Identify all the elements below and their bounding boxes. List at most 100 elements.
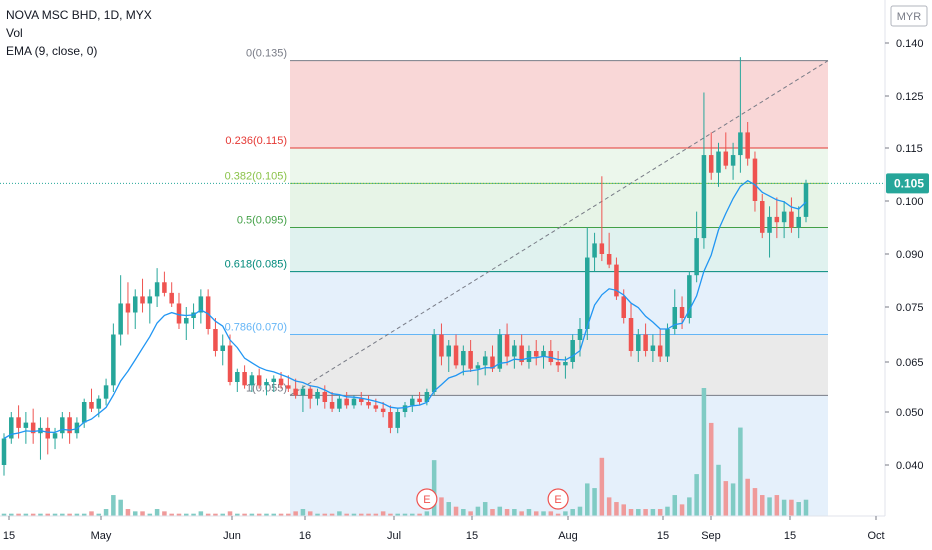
price-axis-background bbox=[885, 0, 932, 550]
candle-body bbox=[242, 372, 247, 386]
volume-bar bbox=[278, 513, 284, 516]
candle-body bbox=[424, 392, 430, 402]
volume-bar bbox=[388, 513, 393, 516]
candle-body bbox=[286, 385, 291, 389]
candle-body bbox=[344, 398, 349, 406]
volume-bar bbox=[621, 504, 626, 516]
volume-bar bbox=[723, 481, 729, 516]
x-tick-label: 15 bbox=[466, 530, 478, 542]
candle-body bbox=[96, 398, 102, 409]
volume-bar bbox=[293, 511, 298, 516]
candle-body bbox=[235, 372, 240, 382]
x-tick-label: Sep bbox=[701, 530, 721, 542]
volume-bar bbox=[796, 502, 801, 516]
y-tick-label: 0.040 bbox=[896, 460, 924, 472]
candle-body bbox=[89, 402, 94, 409]
candle-body bbox=[184, 318, 189, 324]
candle-body bbox=[687, 275, 692, 318]
candle-body bbox=[563, 362, 568, 366]
x-tick-label: Jun bbox=[223, 530, 241, 542]
volume-bar bbox=[118, 499, 123, 516]
candle-body bbox=[636, 334, 641, 351]
volume-bar bbox=[169, 513, 174, 516]
candle-body bbox=[577, 329, 583, 340]
ema-line bbox=[3, 179, 807, 440]
candle-body bbox=[410, 398, 415, 406]
candle-body bbox=[132, 296, 138, 313]
volume-bar bbox=[424, 511, 430, 516]
x-tick-label: Aug bbox=[558, 530, 578, 542]
volume-bar bbox=[636, 509, 641, 516]
volume-bar bbox=[373, 513, 379, 516]
candle-body bbox=[220, 345, 225, 351]
candle-body bbox=[162, 282, 167, 293]
volume-bar bbox=[9, 513, 14, 516]
candle-body bbox=[446, 345, 452, 357]
volume-bar bbox=[81, 513, 87, 516]
fib-level-label: 0.618(0.085) bbox=[225, 259, 287, 271]
volume-bar bbox=[417, 513, 422, 516]
candle-body bbox=[256, 375, 262, 386]
candle-body bbox=[249, 375, 255, 386]
volume-bar bbox=[555, 513, 561, 516]
fibonacci-retracement[interactable]: 0(0.135) 0.236(0.115) 0.382(0.105) 0.5(0.09… bbox=[225, 48, 829, 516]
volume-bar bbox=[687, 497, 692, 516]
candle-body bbox=[81, 402, 87, 423]
candle-body bbox=[278, 378, 284, 386]
x-tick-label: Oct bbox=[867, 530, 884, 542]
candle-body bbox=[774, 216, 780, 223]
candle-body bbox=[679, 307, 685, 318]
volume-bar bbox=[67, 513, 72, 516]
volume-bar bbox=[322, 513, 328, 516]
volume-bar bbox=[337, 511, 342, 516]
earnings-marker-circle bbox=[416, 488, 438, 510]
candle-body bbox=[461, 351, 466, 366]
volume-bar bbox=[351, 513, 357, 516]
candle-body bbox=[140, 296, 145, 304]
candle-body bbox=[490, 356, 495, 369]
volume-bar bbox=[767, 497, 772, 516]
y-tick-label: 0.090 bbox=[896, 249, 924, 261]
fib-zone bbox=[290, 183, 828, 228]
volume-bar bbox=[176, 513, 182, 516]
volume-bar bbox=[497, 506, 503, 516]
candle-body bbox=[789, 211, 794, 228]
volume-bar bbox=[526, 509, 532, 516]
volume-bar bbox=[205, 513, 211, 516]
volume-bar bbox=[519, 511, 524, 516]
candle-body bbox=[307, 388, 313, 399]
chart-legend: NOVA MSC BHD, 1D, MYX Vol EMA (9, close,… bbox=[6, 6, 152, 60]
earnings-marker[interactable]: E bbox=[547, 488, 569, 510]
ema-polyline bbox=[3, 179, 807, 440]
candle-body bbox=[52, 433, 58, 439]
candle-body bbox=[417, 398, 422, 402]
volume-bar bbox=[45, 513, 51, 516]
earnings-marker[interactable]: E bbox=[416, 488, 438, 510]
volume-bar bbox=[512, 509, 517, 516]
candle-body bbox=[738, 132, 743, 156]
volume-bar bbox=[774, 495, 780, 516]
volume-bar bbox=[140, 511, 145, 516]
earnings-marker-label: E bbox=[423, 494, 430, 506]
candle-body bbox=[205, 296, 211, 329]
volume-bar bbox=[490, 509, 495, 516]
candle-body bbox=[322, 392, 328, 402]
volume-bar bbox=[599, 457, 605, 516]
volume-bar bbox=[125, 509, 131, 516]
candle-body bbox=[366, 402, 371, 406]
currency-badge[interactable]: MYR bbox=[890, 5, 928, 27]
volume-bar bbox=[730, 483, 736, 516]
candle-body bbox=[67, 417, 72, 434]
candle-body bbox=[752, 158, 758, 201]
candle-body bbox=[337, 398, 342, 409]
volume-bars bbox=[1, 388, 809, 516]
y-tick-label: 0.050 bbox=[896, 407, 924, 419]
volume-bar bbox=[30, 513, 36, 516]
candle-body bbox=[9, 417, 14, 439]
volume-bar bbox=[585, 483, 590, 516]
candle-body bbox=[767, 216, 772, 233]
volume-bar bbox=[242, 513, 247, 516]
